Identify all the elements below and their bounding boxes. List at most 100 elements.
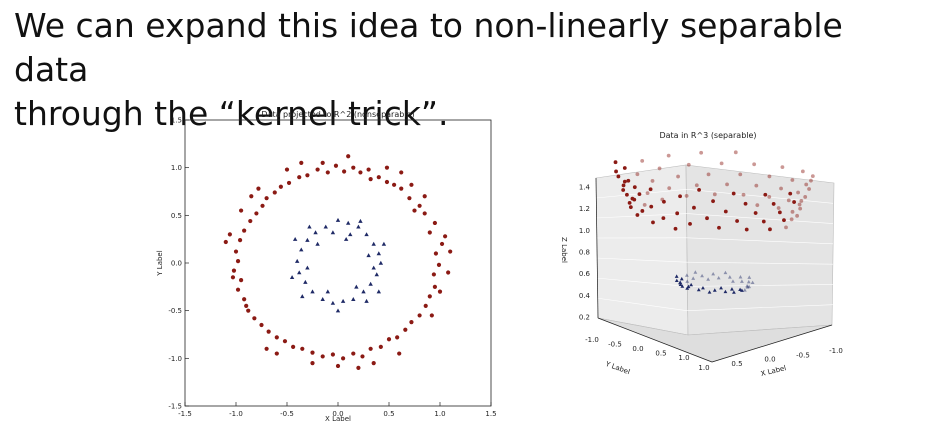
chart-3d-outer-point xyxy=(767,174,772,179)
chart-2d-outer-point xyxy=(423,303,428,308)
chart-3d-inner-point xyxy=(723,270,728,275)
chart-2d-outer-point xyxy=(368,346,373,351)
chart-3d-outer-point xyxy=(768,227,772,232)
chart-3d-inner-point xyxy=(732,290,736,294)
chart-2d-outer-point xyxy=(446,270,451,275)
chart-3d-outer-point xyxy=(673,226,678,231)
chart-2d-outer-point xyxy=(291,344,296,349)
chart-2d-outer-point xyxy=(399,170,404,175)
chart-2d-inner-point xyxy=(315,241,320,246)
chart-3d-inner-point xyxy=(691,276,696,280)
chart-3d-outer-point xyxy=(771,202,776,206)
chart-2d-outer-point xyxy=(330,352,335,357)
chart-3d-outer-point xyxy=(678,194,682,199)
chart-3d-outer-point xyxy=(763,192,768,197)
chart-3d-inner-point xyxy=(706,277,711,281)
chart-3d-outer-point xyxy=(648,187,653,192)
chart-2d-y-ticks: 1.5 1.0 0.5 0.0 -0.5 -1.0 -1.5 xyxy=(168,117,189,411)
chart-2d-outer-point xyxy=(239,278,244,283)
chart-3d-grid-line xyxy=(595,257,688,263)
chart-2d-outer-point xyxy=(264,346,269,351)
chart-2d-outer-point xyxy=(325,170,330,175)
chart-2d-inner-point xyxy=(335,308,341,313)
chart-2d-outer-point xyxy=(432,220,437,226)
chart-2d-inner-point xyxy=(310,289,315,294)
chart-2d-outer-point xyxy=(346,154,351,159)
chart-3d-inner-point xyxy=(711,271,716,276)
chart-3d-outer-point xyxy=(706,172,711,177)
chart-2d-y-tick-label: 0.5 xyxy=(171,212,182,220)
chart-3d-outer-point xyxy=(790,209,795,214)
chart-2d-outer-point xyxy=(433,251,439,256)
chart-2d-outer-point xyxy=(305,173,310,178)
chart-2d-outer-point xyxy=(431,272,436,277)
chart-3d-title: Data in R^3 (separable) xyxy=(659,131,756,140)
chart-3d-grid-line xyxy=(686,261,834,265)
chart-3d-outer-point xyxy=(625,192,629,197)
chart-3d-outer-point xyxy=(627,200,632,205)
chart-2d-inner-point xyxy=(351,297,356,301)
chart-3d-grid-line xyxy=(686,284,834,287)
chart-3d-y-tick-label: -0.5 xyxy=(608,341,622,349)
chart-3d-z-tick-label: 0.8 xyxy=(579,249,590,257)
chart-3d-outer-point xyxy=(640,158,645,163)
chart-3d-outer-point xyxy=(795,213,799,218)
chart-3d-outer-point xyxy=(649,204,654,209)
chart-3d-outer-point xyxy=(810,174,815,179)
chart-2d-inner-point xyxy=(340,298,346,303)
chart-3d-grid-line xyxy=(686,237,834,245)
chart-2d-outer-point xyxy=(260,203,265,208)
chart-2d-outer-point xyxy=(409,320,414,325)
chart-2d-inner-point xyxy=(295,258,300,263)
chart-2d-outer-point xyxy=(230,275,236,280)
chart-3d-outer-point xyxy=(719,161,724,166)
chart-2d-outer-point xyxy=(412,208,417,213)
chart-2d-outer-point xyxy=(297,175,302,180)
chart-3d-outer-point xyxy=(632,197,637,202)
chart-3d-outer-point xyxy=(621,188,626,192)
chart-2d-outer-point xyxy=(266,329,271,334)
chart-2d-outer-point xyxy=(395,335,400,340)
chart-2d-x-tick-label: 1.0 xyxy=(434,410,445,418)
chart-3d-outer-point xyxy=(717,225,721,230)
chart-2d-inner-point xyxy=(364,298,369,303)
chart-3d-outer-point xyxy=(660,197,665,202)
chart-2d-outer-point xyxy=(286,180,292,186)
chart-2d-outer-point xyxy=(227,232,232,237)
chart-3d-outer-point xyxy=(782,218,786,223)
chart-3d-inner-point xyxy=(689,282,694,287)
chart-2d-outer-point xyxy=(351,351,356,356)
chart-2d-outer-point xyxy=(356,365,361,370)
chart-3d-x-tick-label: 0.0 xyxy=(764,356,775,364)
chart-2d-outer-point xyxy=(235,287,241,292)
chart-2d-inner-point xyxy=(346,220,351,225)
chart-3d-inner-point xyxy=(693,270,698,274)
chart-2d-y-tick-label: 1.5 xyxy=(171,117,182,125)
chart-3d-y-tick-label: -1.0 xyxy=(585,336,599,344)
chart-2d-outer-point xyxy=(274,351,279,356)
chart-3d-grid-line xyxy=(595,188,688,199)
chart-3d-outer-point xyxy=(635,172,640,177)
slide-title: We can expand this idea to non-linearly … xyxy=(14,4,924,136)
chart-2d-outer-point xyxy=(282,339,288,344)
chart-3d-outer-point xyxy=(697,187,701,192)
chart-2d-outer-point xyxy=(341,356,346,361)
chart-3d-outer-point xyxy=(622,179,627,184)
chart-3d-inner-point xyxy=(727,275,732,279)
chart-3d-y-label: Y Label xyxy=(603,360,631,377)
chart-3d-outer-point xyxy=(621,183,626,188)
chart-3d-outer-point xyxy=(786,198,791,203)
chart-3d-inner-point xyxy=(747,284,751,289)
chart-2d-x-tick-label: 0.5 xyxy=(383,410,394,418)
chart-2d-inner-point xyxy=(320,297,325,301)
chart-3d-inner-point xyxy=(707,290,712,294)
chart-2d-inner-point xyxy=(343,236,349,241)
chart-3d-inner-point xyxy=(678,280,683,285)
chart-3d-inner-point xyxy=(747,275,752,279)
chart-3d-inner-point xyxy=(738,275,743,279)
chart-2d-outer-point xyxy=(242,228,247,233)
chart-3d-inner-point xyxy=(745,283,749,288)
chart-2d-outer-point xyxy=(272,190,277,195)
chart-2d-x-tick-label: -1.5 xyxy=(178,410,192,418)
